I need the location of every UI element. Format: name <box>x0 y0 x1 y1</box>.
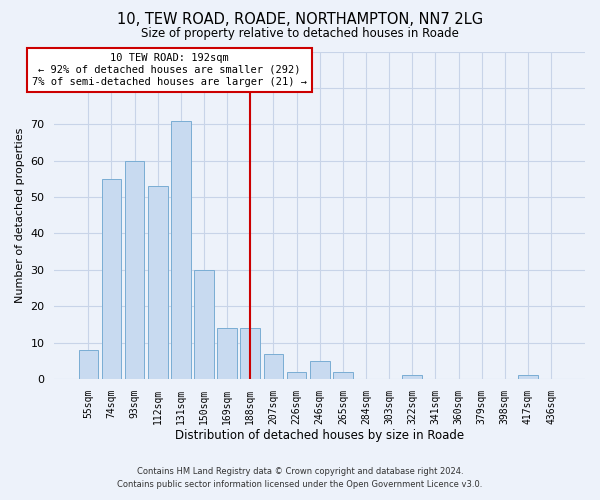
Text: Size of property relative to detached houses in Roade: Size of property relative to detached ho… <box>141 28 459 40</box>
Y-axis label: Number of detached properties: Number of detached properties <box>15 128 25 303</box>
Text: 10, TEW ROAD, ROADE, NORTHAMPTON, NN7 2LG: 10, TEW ROAD, ROADE, NORTHAMPTON, NN7 2L… <box>117 12 483 28</box>
Bar <box>403 376 422 379</box>
Bar <box>333 372 353 379</box>
Bar <box>518 376 538 379</box>
Bar <box>194 270 214 379</box>
Text: 10 TEW ROAD: 192sqm
← 92% of detached houses are smaller (292)
7% of semi-detach: 10 TEW ROAD: 192sqm ← 92% of detached ho… <box>32 54 307 86</box>
X-axis label: Distribution of detached houses by size in Roade: Distribution of detached houses by size … <box>175 430 464 442</box>
Bar <box>79 350 98 379</box>
Bar <box>287 372 307 379</box>
Bar <box>263 354 283 379</box>
Bar <box>101 179 121 379</box>
Bar <box>148 186 167 379</box>
Bar <box>125 160 145 379</box>
Text: Contains HM Land Registry data © Crown copyright and database right 2024.
Contai: Contains HM Land Registry data © Crown c… <box>118 467 482 489</box>
Bar <box>171 120 191 379</box>
Bar <box>241 328 260 379</box>
Bar <box>217 328 237 379</box>
Bar <box>310 361 329 379</box>
